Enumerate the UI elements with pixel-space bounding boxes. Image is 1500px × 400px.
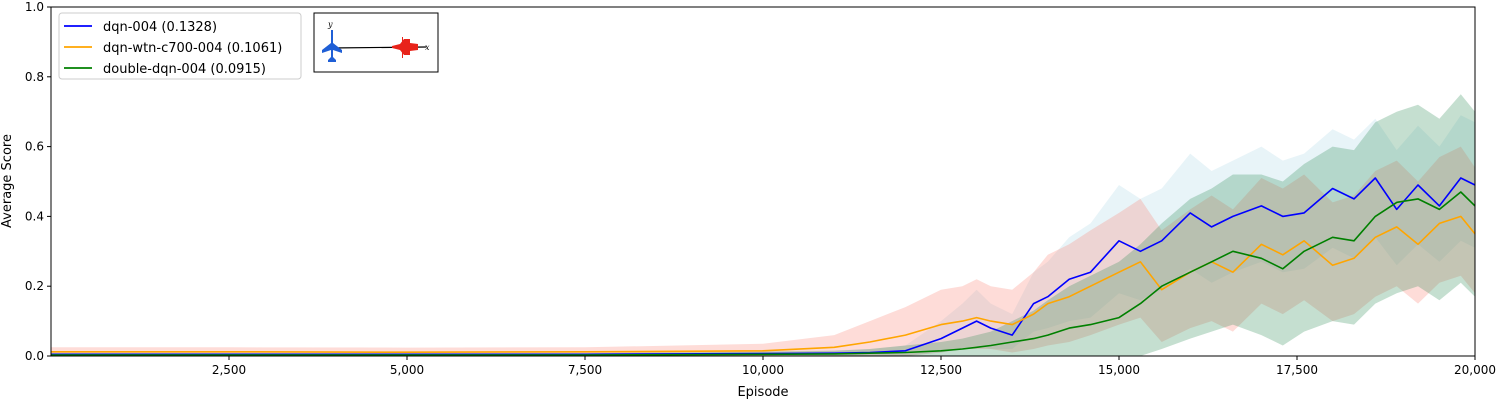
red-plane-icon — [392, 37, 418, 58]
inset-box — [313, 12, 439, 73]
x-axis-title: Episode — [737, 385, 788, 400]
x-tick-label: 17,500 — [1276, 363, 1318, 377]
y-tick-label: 0.8 — [25, 70, 44, 84]
x-tick-label: 10,000 — [742, 363, 784, 377]
x-tick-label: 7,500 — [568, 363, 602, 377]
series-line-2 — [51, 215, 1476, 354]
series-lines — [51, 177, 1476, 356]
y-tick-label: 0.2 — [25, 279, 44, 293]
y-tick-label: 1.0 — [25, 0, 44, 14]
legend-label: double-dqn-004 (0.0915) — [103, 62, 266, 77]
confidence-band-2 — [51, 146, 1475, 356]
x-tick-label: 2,500 — [212, 363, 246, 377]
confidence-bands — [51, 94, 1475, 357]
legend: dqn-004 (0.1328) dqn-wtn-c700-004 (0.1061… — [58, 12, 302, 80]
y-tick-label: 0.4 — [25, 209, 44, 223]
x-tick-label: 12,500 — [920, 363, 962, 377]
series-line-3 — [51, 191, 1476, 356]
x-tick-label: 15,000 — [1098, 363, 1140, 377]
legend-label: dqn-wtn-c700-004 (0.1061) — [103, 41, 282, 56]
y-axis-ticks: 0.0 0.2 0.4 0.6 0.8 1.0 — [25, 0, 51, 363]
x-tick-label: 20,000 — [1454, 363, 1496, 377]
inset-x-label: x — [425, 43, 430, 52]
inset-diagram: y x — [313, 12, 439, 73]
y-tick-label: 0.6 — [25, 140, 44, 154]
x-tick-label: 5,000 — [390, 363, 424, 377]
x-axis-ticks: 2,500 5,000 7,500 10,000 12,500 15,000 17,500 2… — [212, 356, 1496, 377]
y-axis-title: Average Score — [0, 134, 15, 228]
legend-box — [58, 12, 302, 80]
legend-label: dqn-004 (0.1328) — [103, 20, 217, 35]
blue-plane-icon — [322, 30, 342, 62]
y-tick-label: 0.0 — [25, 349, 44, 363]
confidence-band-3 — [51, 94, 1475, 357]
inset-y-label: y — [327, 20, 333, 29]
confidence-band-1 — [51, 115, 1475, 356]
legend-items: dqn-004 (0.1328) dqn-wtn-c700-004 (0.1061… — [64, 20, 282, 77]
